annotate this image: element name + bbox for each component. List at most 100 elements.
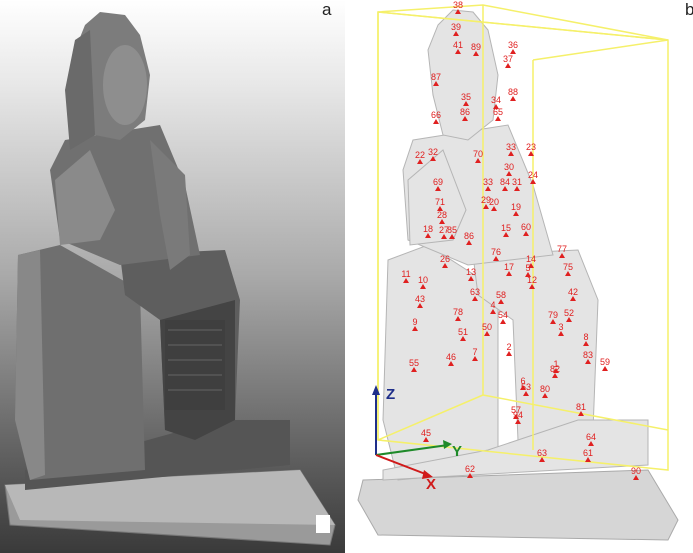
target-marker — [437, 206, 443, 211]
target-marker-label: 30 — [504, 162, 514, 172]
target-marker-label: 83 — [583, 350, 593, 360]
target-marker — [462, 116, 468, 121]
target-marker-label: 22 — [415, 150, 425, 160]
target-marker-label: 28 — [437, 210, 447, 220]
target-marker — [559, 253, 565, 258]
target-marker-label: 59 — [600, 357, 610, 367]
target-marker — [502, 186, 508, 191]
x-axis-label: X — [426, 476, 437, 493]
target-marker — [513, 211, 519, 216]
target-marker — [585, 359, 591, 364]
target-marker — [472, 356, 478, 361]
target-marker-label: 34 — [491, 95, 501, 105]
target-marker-label: 12 — [527, 275, 537, 285]
target-marker-label: 17 — [504, 262, 514, 272]
target-marker-label: 79 — [548, 310, 558, 320]
target-marker-label: 75 — [563, 262, 573, 272]
target-marker — [583, 341, 589, 346]
target-marker — [455, 49, 461, 54]
target-marker — [463, 101, 469, 106]
target-marker — [473, 51, 479, 56]
target-marker — [425, 233, 431, 238]
target-marker — [420, 284, 426, 289]
target-marker — [439, 219, 445, 224]
target-marker-label: 62 — [465, 464, 475, 474]
target-marker — [506, 271, 512, 276]
target-marker-label: 33 — [483, 177, 493, 187]
target-marker — [558, 331, 564, 336]
target-marker-label: 69 — [433, 177, 443, 187]
target-marker — [403, 278, 409, 283]
target-marker-label: 51 — [458, 327, 468, 337]
target-marker-label: 65 — [493, 107, 503, 117]
target-marker — [513, 414, 519, 419]
target-marker-label: 55 — [409, 358, 419, 368]
target-marker — [570, 296, 576, 301]
target-marker-label: 15 — [501, 223, 511, 233]
target-marker — [553, 368, 559, 373]
target-marker-label: 52 — [564, 308, 574, 318]
target-marker — [495, 116, 501, 121]
target-marker-label: 31 — [512, 177, 522, 187]
target-marker-label: 88 — [508, 87, 518, 97]
target-marker — [485, 186, 491, 191]
target-marker-label: 43 — [415, 294, 425, 304]
target-marker — [539, 457, 545, 462]
target-marker — [505, 63, 511, 68]
target-marker-label: 3 — [558, 322, 563, 332]
target-marker — [417, 303, 423, 308]
target-marker-label: 54 — [498, 310, 508, 320]
target-marker-label: 26 — [440, 254, 450, 264]
target-marker-label: 37 — [503, 54, 513, 64]
target-marker — [542, 393, 548, 398]
target-marker-label: 8 — [583, 332, 588, 342]
target-marker-label: 78 — [453, 307, 463, 317]
target-marker-label: 94 — [513, 410, 523, 420]
target-marker — [515, 419, 521, 424]
target-marker-label: 61 — [583, 448, 593, 458]
target-marker — [491, 206, 497, 211]
target-marker-label: 66 — [431, 110, 441, 120]
target-marker — [523, 391, 529, 396]
target-marker — [430, 156, 436, 161]
target-marker — [588, 441, 594, 446]
target-marker-label: 71 — [435, 197, 445, 207]
target-marker-label: 63 — [537, 448, 547, 458]
target-marker-label: 80 — [540, 384, 550, 394]
target-marker-label: 46 — [446, 352, 456, 362]
target-marker — [467, 473, 473, 478]
target-marker — [490, 309, 496, 314]
target-marker-label: 60 — [521, 222, 531, 232]
target-marker — [493, 256, 499, 261]
target-marker-label: 19 — [511, 202, 521, 212]
target-marker-label: 7 — [472, 347, 477, 357]
target-marker — [435, 186, 441, 191]
target-marker-label: 27 — [439, 225, 449, 235]
target-marker-label: 32 — [428, 147, 438, 157]
target-marker — [484, 331, 490, 336]
target-marker — [500, 319, 506, 324]
target-marker — [449, 234, 455, 239]
target-marker — [455, 9, 461, 14]
target-marker-label: 20 — [489, 197, 499, 207]
target-marker — [442, 263, 448, 268]
target-marker-label: 53 — [521, 382, 531, 392]
target-marker-label: 10 — [418, 275, 428, 285]
target-marker-label: 50 — [482, 322, 492, 332]
target-marker — [578, 411, 584, 416]
target-marker-label: 2 — [506, 342, 511, 352]
target-marker-label: 45 — [421, 428, 431, 438]
target-marker-label: 11 — [401, 269, 410, 279]
target-marker — [508, 151, 514, 156]
target-marker-label: 64 — [586, 432, 596, 442]
target-marker — [528, 263, 534, 268]
target-marker-label: 1 — [553, 359, 558, 369]
target-marker — [530, 179, 536, 184]
target-marker-label: 90 — [631, 466, 641, 476]
y-axis-label: Y — [452, 443, 463, 460]
target-marker-label: 41 — [453, 40, 463, 50]
target-marker-label: 89 — [471, 42, 481, 52]
target-marker-label: 57 — [511, 405, 521, 415]
target-marker-label: 24 — [528, 170, 538, 180]
target-marker — [510, 96, 516, 101]
